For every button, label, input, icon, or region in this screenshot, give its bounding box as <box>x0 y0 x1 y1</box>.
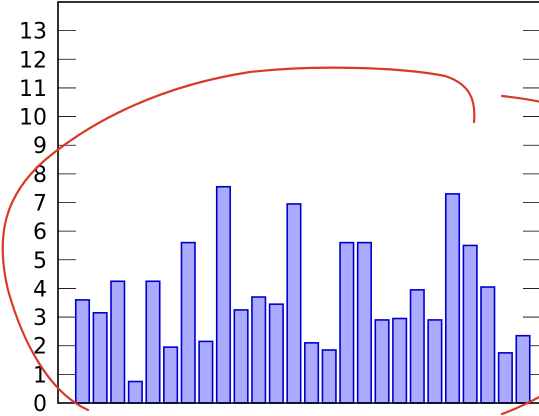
y-tick-label: 0 <box>33 392 47 416</box>
bar <box>127 380 143 404</box>
y-tick-label: 9 <box>33 134 47 159</box>
y-tick-label: 12 <box>19 48 47 73</box>
y-tick-label: 11 <box>19 77 47 102</box>
bar <box>215 185 232 404</box>
bar <box>286 203 302 404</box>
bar <box>268 303 284 404</box>
bar <box>374 319 390 404</box>
bar-series <box>74 185 531 404</box>
y-tick-label: 2 <box>33 335 47 360</box>
bar <box>444 193 461 404</box>
bar <box>356 241 372 404</box>
bar <box>233 309 249 404</box>
bar <box>92 311 108 404</box>
bar <box>339 241 355 404</box>
annotation-stroke <box>1 66 476 412</box>
bar <box>515 334 531 404</box>
bar <box>462 244 478 404</box>
bar <box>251 296 267 404</box>
y-tick-label: 7 <box>33 192 47 217</box>
annotation-stroke <box>500 395 539 416</box>
y-tick-label: 10 <box>19 106 47 131</box>
bar <box>198 340 214 404</box>
y-tick-label: 5 <box>33 249 47 274</box>
y-tick-label: 13 <box>19 20 47 45</box>
y-tick-label: 1 <box>33 363 47 388</box>
plot-frame <box>57 1 539 404</box>
bar <box>497 352 513 404</box>
annotation-stroke <box>500 94 539 103</box>
bar <box>145 280 161 404</box>
bar <box>480 286 496 404</box>
bar <box>163 346 179 404</box>
bar <box>321 349 337 404</box>
y-tick-label: 4 <box>33 277 47 302</box>
y-tick-label: 6 <box>33 220 47 245</box>
bar <box>110 280 126 404</box>
y-tick-label: 8 <box>33 163 47 188</box>
bar <box>427 319 443 404</box>
y-tick-label: 3 <box>33 306 47 331</box>
bar <box>74 299 91 404</box>
bar <box>180 241 196 404</box>
bar <box>409 289 425 404</box>
bar <box>304 342 320 404</box>
bar <box>392 317 408 404</box>
